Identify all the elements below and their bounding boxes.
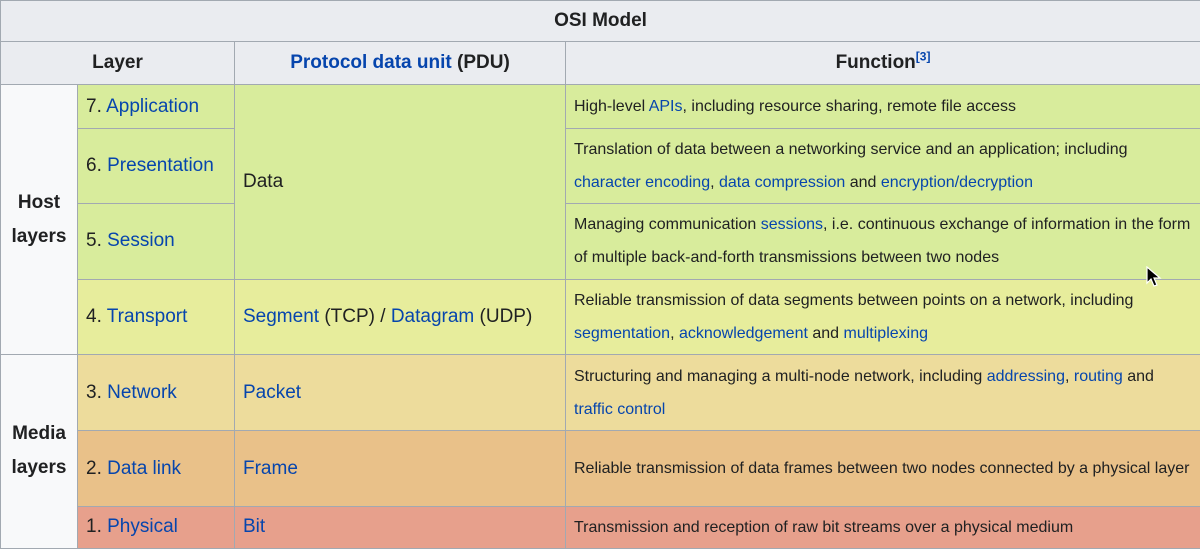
layer-5-name: 5. Session: [77, 203, 235, 280]
l6-f4: and: [845, 173, 881, 191]
layer-1-link[interactable]: Physical: [107, 516, 178, 538]
host-group-line1: Host: [17, 191, 61, 213]
layer-6-link[interactable]: Presentation: [107, 154, 214, 176]
pdu-header-link[interactable]: Protocol data unit: [290, 52, 452, 74]
table-row: Host layers 7. Application Data High-leve…: [0, 84, 1200, 355]
l6-f2: ,: [710, 173, 719, 191]
layer-1-number: 1.: [86, 516, 108, 538]
frame-link[interactable]: Frame: [243, 457, 298, 479]
segment-link[interactable]: Segment: [243, 305, 320, 327]
layer-2-function: Reliable transmission of data frames bet…: [564, 430, 1200, 507]
layer-3-link[interactable]: Network: [107, 381, 177, 403]
l4-f4: and: [807, 324, 844, 342]
routing-link[interactable]: routing: [1073, 367, 1123, 385]
layer-4-name: 4. Transport: [77, 278, 235, 355]
layer-4-number: 4.: [86, 305, 107, 327]
l7-f2: , including resource sharing, remote fil…: [682, 98, 1017, 116]
traffic-control-link[interactable]: traffic control: [574, 400, 666, 418]
media-group-line1: Media: [12, 423, 66, 445]
function-header-label: Function: [835, 52, 916, 74]
datagram-link[interactable]: Datagram: [390, 305, 475, 327]
pdu-header-suffix: (PDU): [451, 52, 510, 74]
acknowledgement-link[interactable]: acknowledgement: [678, 324, 808, 342]
layer-6-number: 6.: [86, 154, 108, 176]
layer-3-number: 3.: [86, 381, 108, 403]
layer-header: Layer: [0, 41, 235, 86]
bit-link[interactable]: Bit: [243, 516, 266, 538]
layer-7-link[interactable]: Application: [106, 95, 200, 117]
function-ref-link[interactable]: [3]: [915, 50, 931, 64]
apis-link[interactable]: APIs: [648, 98, 683, 116]
layer-3-name: 3. Network: [77, 353, 235, 432]
segmentation-link[interactable]: segmentation: [574, 324, 671, 342]
layer-1-function: Transmission and reception of raw bit st…: [564, 505, 1200, 549]
l7-f0: High-level: [574, 98, 649, 116]
layer-5-link[interactable]: Session: [107, 230, 175, 252]
layer-2-name: 2. Data link: [77, 430, 235, 507]
host-group-line2: layers: [11, 225, 67, 247]
packet-link[interactable]: Packet: [243, 381, 302, 403]
l4-f0: Reliable transmission of data segments b…: [574, 291, 1134, 309]
pdu-header: Protocol data unit (PDU): [234, 41, 566, 86]
layer-6-function: Translation of data between a networking…: [564, 127, 1200, 205]
table-row: 1. Physical Bit Transmission and recepti…: [1, 505, 1200, 549]
layer-1-name: 1. Physical: [77, 505, 235, 549]
table-row: 4. Transport Segment (TCP) / Datagram (U…: [1, 278, 1200, 355]
l5-f0: Managing communication: [574, 216, 761, 234]
pdu-physical: Bit: [234, 505, 566, 549]
pdu-network: Packet: [234, 353, 566, 432]
l4-f2: ,: [670, 324, 679, 342]
layer-7-name: 7. Application: [77, 84, 235, 129]
layer-2-link[interactable]: Data link: [107, 457, 182, 479]
l3-f4: and: [1122, 367, 1154, 385]
l5-f2: , i.e. continuous exchange of informatio…: [574, 216, 1191, 267]
layer-5-function: Managing communication sessions, i.e. co…: [564, 203, 1200, 280]
table-row: 6. Presentation Translation of data betw…: [1, 127, 1200, 205]
function-header: Function[3]: [564, 41, 1200, 86]
l1-f0: Transmission and reception of raw bit st…: [574, 518, 1074, 536]
layer-6-name: 6. Presentation: [77, 127, 235, 205]
media-group-line2: layers: [11, 457, 67, 479]
pdu-data: Data: [234, 84, 566, 280]
pdu-transport: Segment (TCP) / Datagram (UDP): [234, 278, 566, 355]
table-title: OSI Model: [0, 0, 1200, 43]
l3-f0: Structuring and managing a multi-node ne…: [574, 367, 987, 385]
media-layers-group: Media layers: [0, 353, 78, 549]
table-row: 2. Data link Frame Reliable transmission…: [1, 430, 1200, 507]
l2-f0: Reliable transmission of data frames bet…: [574, 460, 1190, 478]
l3-f2: ,: [1064, 367, 1074, 385]
layer-7-number: 7.: [86, 95, 107, 117]
addressing-link[interactable]: addressing: [986, 367, 1065, 385]
encryption-link[interactable]: encryption/decryption: [880, 173, 1033, 191]
layer-4-function: Reliable transmission of data segments b…: [564, 278, 1200, 355]
pdu-data-link: Frame: [234, 430, 566, 507]
l6-f0: Translation of data between a networking…: [574, 140, 1128, 158]
host-layers-group: Host layers: [0, 84, 78, 355]
sessions-link[interactable]: sessions: [760, 216, 824, 234]
layer-4-link[interactable]: Transport: [106, 305, 188, 327]
character-encoding-link[interactable]: character encoding: [574, 173, 711, 191]
table-row: Media layers 3. Network Packet Structurin…: [0, 353, 1200, 549]
layer-2-number: 2.: [86, 457, 108, 479]
layer-3-function: Structuring and managing a multi-node ne…: [564, 353, 1200, 432]
multiplexing-link[interactable]: multiplexing: [843, 324, 928, 342]
tcp-text: (TCP) /: [319, 305, 391, 327]
layer-5-number: 5.: [86, 230, 108, 252]
table-row: 5. Session Managing communication sessio…: [1, 203, 1200, 280]
layer-7-function: High-level APIs, including resource shar…: [564, 84, 1200, 129]
udp-text: (UDP): [474, 305, 533, 327]
data-compression-link[interactable]: data compression: [718, 173, 846, 191]
